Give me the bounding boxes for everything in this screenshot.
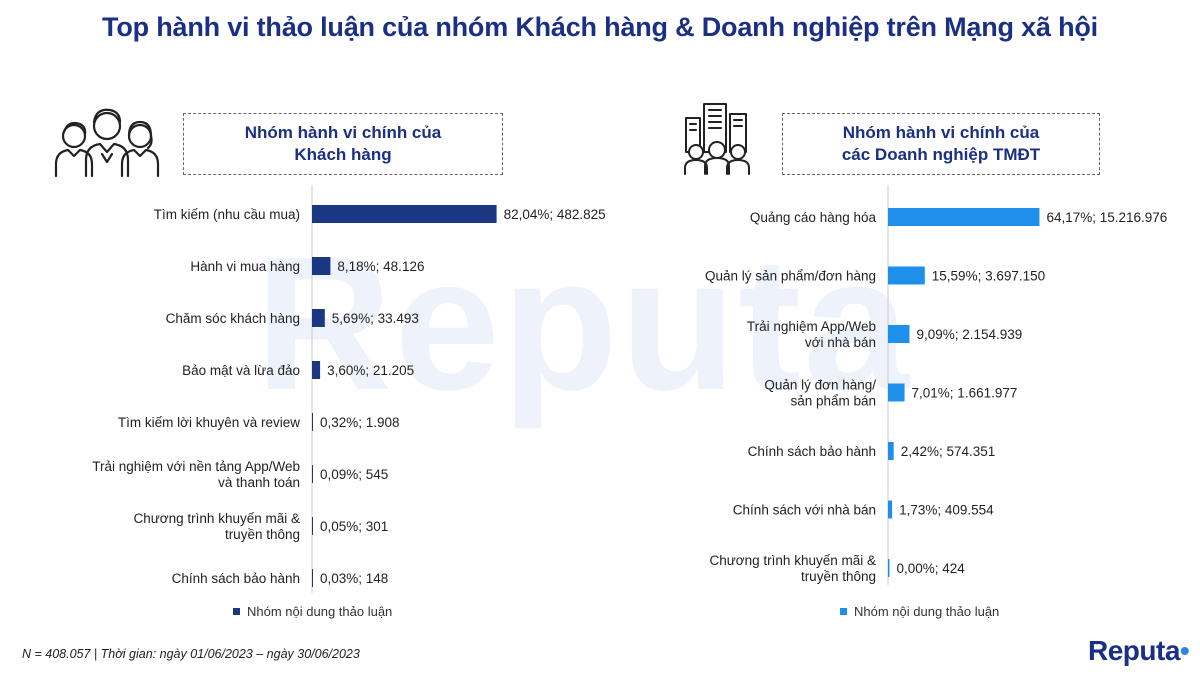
business-bar — [888, 208, 1040, 226]
page-title: Top hành vi thảo luận của nhóm Khách hàn… — [102, 12, 1098, 42]
customers-category-label: và thanh toán — [218, 475, 300, 490]
customers-header-line1: Nhóm hành vi chính của — [244, 123, 442, 142]
business-bar — [888, 500, 893, 519]
business-value-label: 2,42%; 574.351 — [901, 444, 996, 459]
customers-value-label: 8,18%; 48.126 — [337, 259, 424, 274]
business-category-label: sản phẩm bán — [790, 394, 876, 409]
customers-legend-swatch — [233, 608, 240, 615]
customers-bar — [312, 465, 313, 483]
business-header-line1: Nhóm hành vi chính của — [842, 123, 1040, 142]
customers-category-label: Tìm kiếm lời khuyên và review — [118, 415, 300, 430]
business-value-label: 15,59%; 3.697.150 — [932, 269, 1045, 284]
customers-value-label: 0,09%; 545 — [320, 467, 388, 482]
customers-bar — [312, 517, 313, 535]
customers-category-label: Chương trình khuyến mãi & — [134, 511, 300, 526]
business-category-label: truyền thông — [801, 569, 876, 584]
business-category-label: Quản lý đơn hàng/ — [764, 378, 876, 393]
business-legend: Nhóm nội dung thảo luận — [840, 604, 999, 619]
business-value-label: 7,01%; 1.661.977 — [912, 386, 1018, 401]
customers-header-box: Nhóm hành vi chính của Khách hàng — [183, 113, 503, 175]
customers-value-label: 3,60%; 21.205 — [327, 363, 414, 378]
business-bar — [888, 325, 910, 343]
business-category-label: Chính sách với nhà bán — [733, 503, 876, 518]
group-people-icon — [54, 108, 160, 178]
business-bar — [888, 383, 905, 402]
customers-legend-label: Nhóm nội dung thảo luận — [247, 604, 393, 619]
customers-value-label: 82,04%; 482.825 — [504, 207, 606, 222]
customers-bar — [312, 257, 331, 275]
business-value-label: 0,00%; 424 — [897, 561, 966, 576]
customers-category-label: Bảo mật và lừa đảo — [182, 363, 300, 378]
customers-category-label: Chăm sóc khách hàng — [166, 311, 300, 326]
customers-bar — [312, 309, 325, 327]
business-value-label: 1,73%; 409.554 — [899, 503, 994, 518]
business-bar — [888, 266, 925, 285]
business-bar-chart: 64,17%; 15.216.976 Quảng cáo hàng hóa 15,5… — [705, 185, 1167, 585]
business-category-label: Chương trình khuyến mãi & — [710, 553, 876, 568]
business-value-label: 64,17%; 15.216.976 — [1046, 210, 1167, 225]
business-legend-swatch — [840, 608, 847, 615]
customers-bar-chart: 82,04%; 482.825 Tìm kiếm (nhu cầu mua) 8,1… — [92, 185, 606, 593]
customers-category-label: Hành vi mua hàng — [190, 259, 300, 274]
reputa-logo: Reputa • — [1088, 635, 1190, 667]
footnote: N = 408.057 | Thời gian: ngày 01/06/2023… — [22, 647, 360, 661]
customers-bar — [312, 569, 313, 587]
business-category-label: Trải nghiệm App/Web — [747, 319, 876, 334]
business-category-label: Quản lý sản phẩm/đơn hàng — [705, 269, 876, 284]
business-value-label: 9,09%; 2.154.939 — [916, 327, 1022, 342]
customers-bar — [312, 205, 497, 223]
customers-value-label: 0,05%; 301 — [320, 519, 388, 534]
business-header-box: Nhóm hành vi chính của các Doanh nghiệp … — [782, 113, 1100, 175]
customers-value-label: 0,03%; 148 — [320, 571, 388, 586]
reputa-logo-mark: • — [1179, 635, 1190, 666]
customers-category-label: Chính sách bảo hành — [172, 571, 300, 586]
customers-value-label: 0,32%; 1.908 — [320, 415, 400, 430]
buildings-people-icon — [684, 103, 750, 175]
customers-category-label: Trải nghiệm với nền tảng App/Web — [92, 459, 300, 474]
customers-bar — [312, 413, 313, 431]
reputa-logo-text: Reputa — [1088, 635, 1180, 666]
customers-category-label: truyền thông — [225, 527, 300, 542]
business-bar — [888, 442, 894, 460]
business-bar — [888, 559, 890, 577]
customers-header-line2: Khách hàng — [294, 145, 392, 164]
business-legend-label: Nhóm nội dung thảo luận — [854, 604, 1000, 619]
customers-bar — [312, 361, 321, 379]
business-category-label: Chính sách bảo hành — [748, 444, 876, 459]
business-header-line2: các Doanh nghiệp TMĐT — [841, 145, 1041, 164]
business-category-label: với nhà bán — [805, 335, 876, 350]
customers-value-label: 5,69%; 33.493 — [332, 311, 419, 326]
customers-legend: Nhóm nội dung thảo luận — [233, 604, 392, 619]
business-category-label: Quảng cáo hàng hóa — [750, 210, 877, 225]
customers-category-label: Tìm kiếm (nhu cầu mua) — [154, 207, 300, 222]
